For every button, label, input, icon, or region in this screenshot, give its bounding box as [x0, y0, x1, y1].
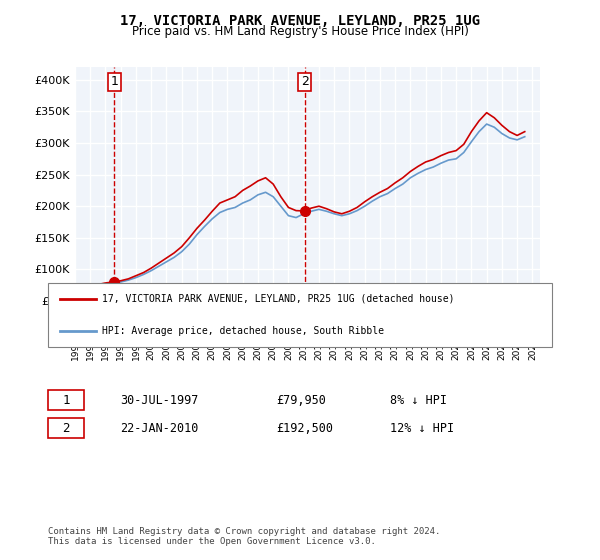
Text: Contains HM Land Registry data © Crown copyright and database right 2024.
This d: Contains HM Land Registry data © Crown c…	[48, 526, 440, 546]
Text: 17, VICTORIA PARK AVENUE, LEYLAND, PR25 1UG: 17, VICTORIA PARK AVENUE, LEYLAND, PR25 …	[120, 14, 480, 28]
Text: £192,500: £192,500	[276, 422, 333, 435]
Text: 2: 2	[62, 422, 70, 435]
Text: Price paid vs. HM Land Registry's House Price Index (HPI): Price paid vs. HM Land Registry's House …	[131, 25, 469, 38]
Text: 12% ↓ HPI: 12% ↓ HPI	[390, 422, 454, 435]
Text: 17, VICTORIA PARK AVENUE, LEYLAND, PR25 1UG (detached house): 17, VICTORIA PARK AVENUE, LEYLAND, PR25 …	[102, 294, 455, 304]
Text: HPI: Average price, detached house, South Ribble: HPI: Average price, detached house, Sout…	[102, 326, 384, 336]
Text: 30-JUL-1997: 30-JUL-1997	[120, 394, 199, 407]
Text: 1: 1	[62, 394, 70, 407]
Text: 22-JAN-2010: 22-JAN-2010	[120, 422, 199, 435]
Text: 8% ↓ HPI: 8% ↓ HPI	[390, 394, 447, 407]
Text: £79,950: £79,950	[276, 394, 326, 407]
Text: 1: 1	[110, 75, 118, 88]
Text: 2: 2	[301, 75, 308, 88]
